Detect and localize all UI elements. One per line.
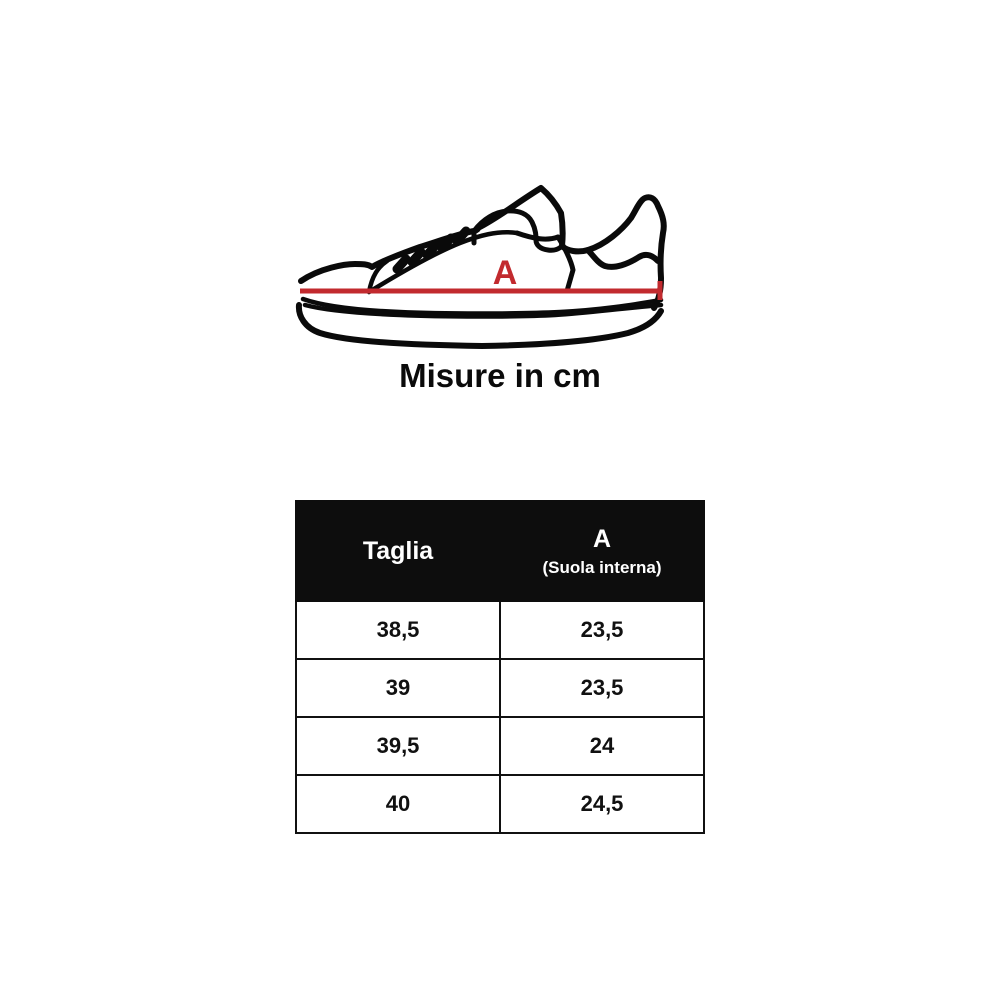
svg-text:A: A xyxy=(493,254,518,292)
